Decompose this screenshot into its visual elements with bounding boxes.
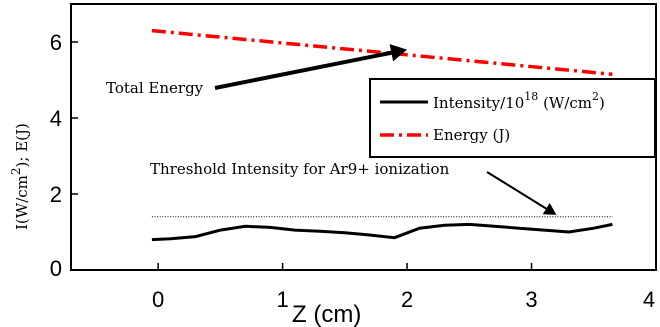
y-tick-label: 6 [50,30,62,55]
annotation-threshold: Threshold Intensity for Ar9+ ionization [150,160,450,178]
intensity-series-line [151,222,613,242]
y-axis-title: I(W/cm2); E(J) [9,123,31,230]
annotation-threshold-arrow [486,171,547,210]
x-tick-label: 0 [152,287,164,312]
annotation-threshold-arrowhead [542,202,557,215]
x-tick-label: 1 [276,287,288,312]
y-tick-label: 0 [50,256,62,281]
annotation-total-energy-arrow [214,50,392,90]
legend-label-energy: Energy (J) [433,126,510,144]
x-ticks: 0 1 2 3 4 [152,263,657,312]
x-axis-title: Z (cm) [292,301,361,327]
x-tick-label: 3 [525,287,537,312]
legend-label-intensity: Intensity/1018 (W/cm2) [433,90,605,112]
annotation-total-energy-arrowhead [389,44,408,62]
x-tick-label: 2 [401,287,413,312]
y-tick-label: 2 [50,182,62,207]
legend-box [369,78,656,158]
y-tick-label: 4 [50,106,62,131]
y-ticks: 0 2 4 6 [50,30,78,281]
x-tick-label: 4 [643,287,655,312]
energy-series-line [151,28,613,77]
legend: Intensity/1018 (W/cm2) Energy (J) [369,78,656,158]
annotation-total-energy: Total Energy [106,79,204,97]
